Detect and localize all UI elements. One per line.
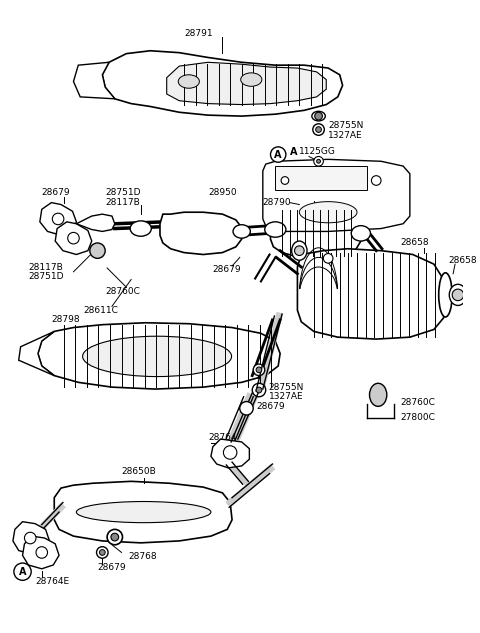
Ellipse shape [439, 273, 452, 317]
Polygon shape [40, 203, 76, 235]
Polygon shape [167, 62, 326, 104]
Circle shape [52, 213, 64, 225]
Ellipse shape [265, 222, 286, 237]
Polygon shape [263, 160, 410, 232]
Circle shape [68, 232, 79, 244]
Circle shape [295, 246, 304, 256]
Text: 1125GG: 1125GG [300, 147, 336, 156]
Ellipse shape [233, 225, 251, 238]
Polygon shape [76, 214, 115, 232]
Ellipse shape [449, 284, 467, 306]
Ellipse shape [178, 75, 199, 88]
Text: 28658: 28658 [400, 239, 429, 248]
Text: 28760C: 28760C [400, 398, 435, 407]
Text: 28611C: 28611C [83, 306, 118, 315]
Polygon shape [19, 332, 54, 375]
Ellipse shape [130, 221, 151, 236]
Text: A: A [275, 149, 282, 160]
Circle shape [256, 387, 262, 393]
Text: 1327AE: 1327AE [328, 131, 363, 140]
Circle shape [253, 364, 265, 375]
Circle shape [99, 549, 105, 555]
Circle shape [452, 289, 464, 301]
Text: 28751D: 28751D [105, 189, 141, 197]
Text: 28755N: 28755N [269, 382, 304, 392]
Circle shape [324, 254, 333, 263]
Text: 28658: 28658 [448, 256, 477, 265]
Circle shape [36, 547, 48, 558]
Circle shape [281, 177, 289, 184]
Circle shape [315, 112, 323, 120]
Circle shape [240, 401, 253, 415]
Circle shape [24, 532, 36, 544]
Circle shape [314, 156, 324, 166]
Text: 27800C: 27800C [400, 413, 435, 422]
Text: 28768: 28768 [128, 552, 157, 561]
Polygon shape [54, 481, 232, 543]
Polygon shape [13, 522, 49, 555]
Circle shape [14, 563, 31, 580]
Ellipse shape [351, 226, 371, 241]
Ellipse shape [76, 501, 211, 523]
Circle shape [111, 533, 119, 541]
Polygon shape [271, 208, 361, 258]
Text: 28650B: 28650B [121, 467, 156, 476]
Polygon shape [276, 166, 367, 190]
Polygon shape [38, 323, 280, 389]
Polygon shape [55, 222, 92, 254]
Text: 28679: 28679 [213, 265, 241, 274]
Polygon shape [73, 62, 115, 99]
Text: 1327AE: 1327AE [269, 392, 303, 401]
Ellipse shape [300, 202, 357, 223]
Text: 28950: 28950 [208, 189, 237, 197]
Circle shape [313, 124, 324, 135]
Ellipse shape [292, 241, 307, 260]
Text: 28117B: 28117B [105, 198, 140, 207]
Polygon shape [298, 249, 445, 339]
Circle shape [271, 147, 286, 162]
Circle shape [223, 446, 237, 459]
Text: 28764E: 28764E [35, 577, 69, 586]
Circle shape [317, 160, 321, 163]
Circle shape [316, 127, 322, 132]
Circle shape [96, 547, 108, 558]
Text: 28679: 28679 [42, 189, 71, 197]
Text: 28751D: 28751D [28, 272, 64, 281]
Text: 28117B: 28117B [28, 263, 63, 272]
Polygon shape [23, 536, 59, 569]
Text: A: A [290, 147, 297, 156]
Text: 28760C: 28760C [105, 287, 140, 296]
Circle shape [256, 367, 262, 373]
Text: A: A [19, 567, 26, 577]
Circle shape [90, 243, 105, 258]
Circle shape [107, 529, 122, 545]
Text: 28798: 28798 [51, 315, 80, 324]
Ellipse shape [370, 384, 387, 406]
Ellipse shape [240, 73, 262, 86]
Circle shape [252, 384, 266, 397]
Polygon shape [102, 51, 343, 116]
Circle shape [372, 176, 381, 185]
Text: 28791: 28791 [184, 29, 213, 38]
Text: 28764: 28764 [208, 432, 237, 442]
Polygon shape [160, 212, 241, 254]
Text: 28755N: 28755N [328, 121, 363, 130]
Text: 28790: 28790 [263, 198, 291, 207]
Text: 28679: 28679 [256, 402, 285, 411]
Text: 28679: 28679 [97, 563, 126, 572]
Ellipse shape [312, 111, 325, 121]
Polygon shape [211, 439, 250, 468]
Ellipse shape [83, 336, 231, 377]
